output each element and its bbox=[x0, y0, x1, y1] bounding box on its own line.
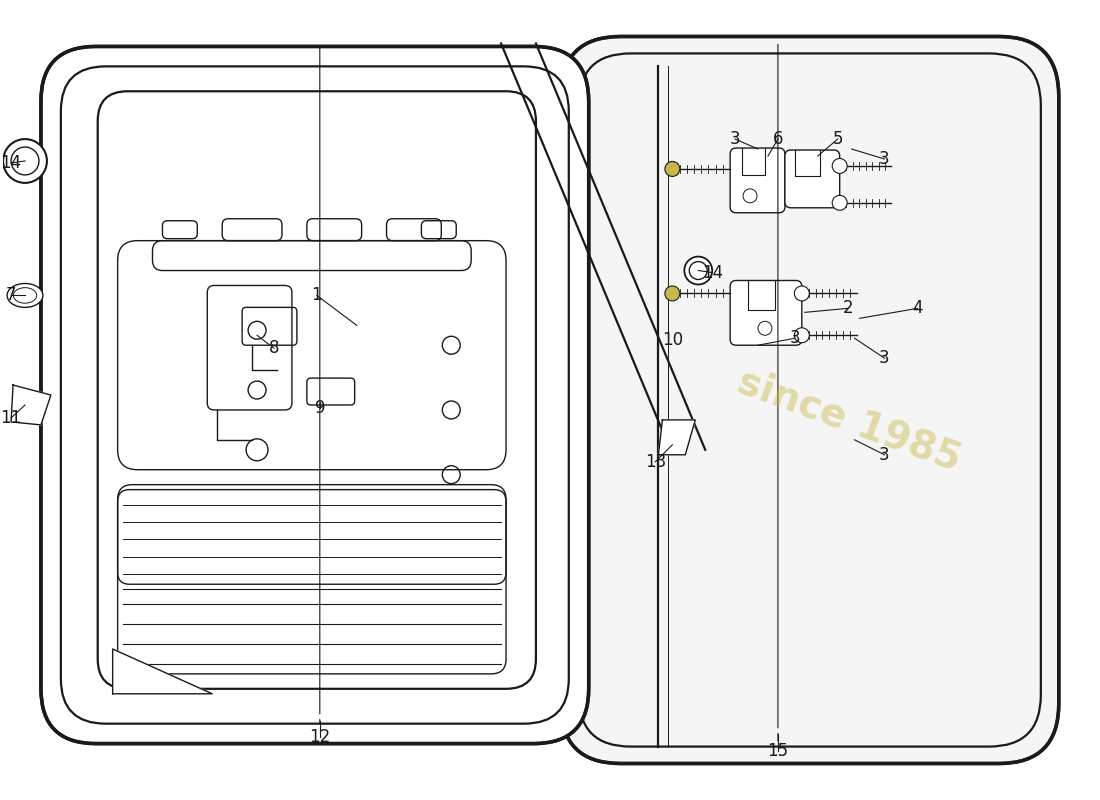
Polygon shape bbox=[112, 649, 212, 694]
Text: since 1985: since 1985 bbox=[733, 362, 967, 478]
FancyBboxPatch shape bbox=[561, 37, 1059, 763]
Circle shape bbox=[794, 286, 810, 301]
FancyBboxPatch shape bbox=[41, 46, 589, 743]
Text: 8: 8 bbox=[268, 339, 279, 358]
Text: 1: 1 bbox=[311, 286, 322, 305]
Text: 12: 12 bbox=[309, 728, 330, 746]
Text: 14: 14 bbox=[0, 154, 22, 172]
FancyBboxPatch shape bbox=[785, 150, 839, 208]
Ellipse shape bbox=[7, 283, 43, 307]
FancyBboxPatch shape bbox=[730, 148, 785, 213]
Polygon shape bbox=[659, 420, 695, 454]
Text: 4: 4 bbox=[912, 299, 923, 318]
Text: 3: 3 bbox=[879, 150, 890, 168]
Circle shape bbox=[758, 322, 772, 335]
Text: 15: 15 bbox=[768, 742, 789, 759]
Circle shape bbox=[684, 257, 712, 285]
Text: 3: 3 bbox=[729, 130, 740, 148]
Text: 9: 9 bbox=[315, 399, 326, 417]
FancyBboxPatch shape bbox=[730, 281, 802, 346]
Circle shape bbox=[664, 162, 680, 177]
Text: 7: 7 bbox=[6, 286, 16, 305]
Text: 6: 6 bbox=[772, 130, 783, 148]
Polygon shape bbox=[11, 385, 51, 425]
Text: 11: 11 bbox=[0, 409, 22, 427]
Text: 14: 14 bbox=[702, 263, 723, 282]
Text: 3: 3 bbox=[879, 446, 890, 464]
Circle shape bbox=[794, 328, 810, 342]
Text: 13: 13 bbox=[645, 453, 667, 470]
Text: 3: 3 bbox=[790, 330, 800, 347]
Circle shape bbox=[744, 189, 757, 203]
Circle shape bbox=[3, 139, 47, 183]
Circle shape bbox=[664, 286, 680, 301]
Text: 10: 10 bbox=[662, 331, 683, 350]
Text: 2: 2 bbox=[843, 299, 852, 318]
Circle shape bbox=[833, 195, 847, 210]
Text: 5: 5 bbox=[833, 130, 843, 148]
Circle shape bbox=[833, 158, 847, 174]
Text: 3: 3 bbox=[879, 349, 890, 367]
